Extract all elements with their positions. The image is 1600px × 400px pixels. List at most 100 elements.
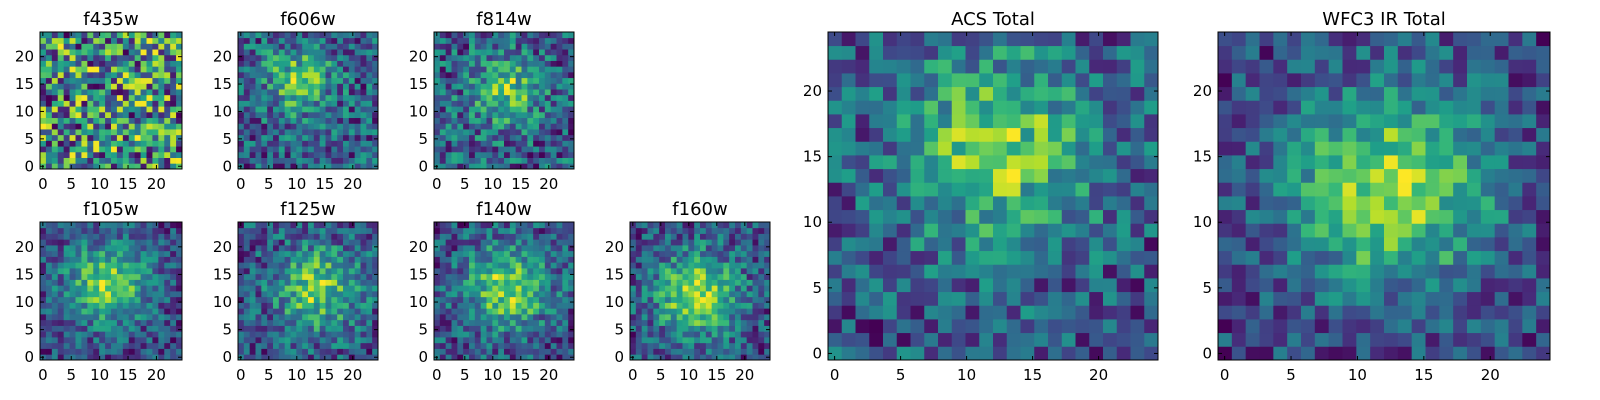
heatmap-cell [746,268,753,275]
heatmap-cell [509,140,517,147]
heatmap-cell [457,227,464,234]
heatmap-cell [445,319,452,326]
heatmap-cell [539,268,546,275]
heatmap-cell [313,314,321,321]
heatmap-cell [498,314,505,321]
heatmap-cell [504,49,511,56]
heatmap-cell [445,106,452,113]
heatmap-cell [828,86,843,101]
heatmap-cell [439,342,447,349]
heatmap-cell [249,256,256,263]
heatmap-cell [1075,155,1090,170]
heatmap-cell [1411,332,1426,347]
heatmap-cell [69,123,76,130]
heatmap-cell [164,100,171,107]
heatmap-cell [717,285,724,292]
heatmap-cell [164,117,171,124]
heatmap-cell [439,60,447,67]
heatmap-cell [122,354,130,361]
heatmap-cell [434,37,441,44]
heatmap-cell [665,250,672,257]
heatmap-cell [993,264,1008,279]
heatmap-cell [278,273,286,280]
heatmap-cell [140,129,147,136]
heatmap-cell [249,331,256,338]
heatmap-cell [694,245,701,252]
heatmap-cell [451,273,458,280]
heatmap-cell [828,59,843,74]
heatmap-cell [69,279,76,286]
heatmap-cell [296,37,303,44]
heatmap-cell [434,117,441,124]
heatmap-cell [527,140,534,147]
heatmap-cell [366,66,373,73]
heatmap-cell [924,32,939,47]
heatmap-cell [255,94,262,101]
heatmap-cell [979,332,994,347]
heatmap-cell [146,66,153,73]
heatmap-cell [343,66,350,73]
heatmap-cell [146,32,153,39]
heatmap-cell [40,134,47,141]
heatmap-cell [111,291,118,298]
heatmap-cell [711,308,718,315]
heatmap-cell [81,60,88,67]
heatmap-cell [1061,127,1076,142]
heatmap-cell [337,71,344,79]
heatmap-cell [533,354,540,361]
heatmap-cell [267,106,274,113]
heatmap-cell [1494,305,1509,320]
heatmap-cell [539,157,546,164]
heatmap-cell [688,302,695,309]
heatmap-cell [319,337,326,344]
heatmap-cell [653,239,660,246]
heatmap-cell [360,117,367,124]
heatmap-cell [469,354,476,361]
heatmap-cell [521,245,528,252]
heatmap-cell [469,32,476,39]
heatmap-cell [40,337,47,344]
heatmap-cell [515,250,522,257]
heatmap-cell [924,182,939,197]
heatmap-cell [261,227,268,234]
heatmap-cell [255,157,262,164]
heatmap-cell [1314,305,1330,320]
heatmap-cell [869,332,884,347]
heatmap-cell [343,129,350,136]
heatmap-cell [249,157,256,164]
heatmap-cell [828,291,843,306]
heatmap-cell [93,233,100,240]
heatmap-cell [1048,182,1063,197]
heatmap-cell [57,331,65,338]
heatmap-cell [308,302,315,309]
heatmap-cell [717,256,724,263]
heatmap-cell [122,146,130,153]
heatmap-cell [740,302,748,309]
heatmap-cell [869,73,884,88]
heatmap-cell [1103,127,1118,142]
heatmap-cell [343,89,350,96]
heatmap-cell [711,273,718,280]
heatmap-cell [261,279,268,286]
heatmap-cell [445,273,452,280]
heatmap-cell [331,77,338,84]
heatmap-cell [841,127,856,142]
heatmap-cell [105,77,112,84]
heatmap-cell [539,291,546,298]
heatmap-cell [635,296,643,303]
heatmap-cell [308,296,315,303]
heatmap-cell [348,337,356,344]
heatmap-cell [504,227,511,234]
heatmap-cell [492,268,499,275]
heatmap-cell [729,354,736,361]
heatmap-cell [170,325,177,332]
heatmap-cell [463,256,470,263]
heatmap-cell [284,77,291,84]
heatmap-cell [924,332,939,347]
heatmap-cell [63,77,70,84]
heatmap-cell [1130,237,1145,252]
heatmap-cell [735,331,742,338]
heatmap-cell [723,239,730,246]
heatmap-cell [451,354,458,361]
heatmap-cell [140,146,147,153]
